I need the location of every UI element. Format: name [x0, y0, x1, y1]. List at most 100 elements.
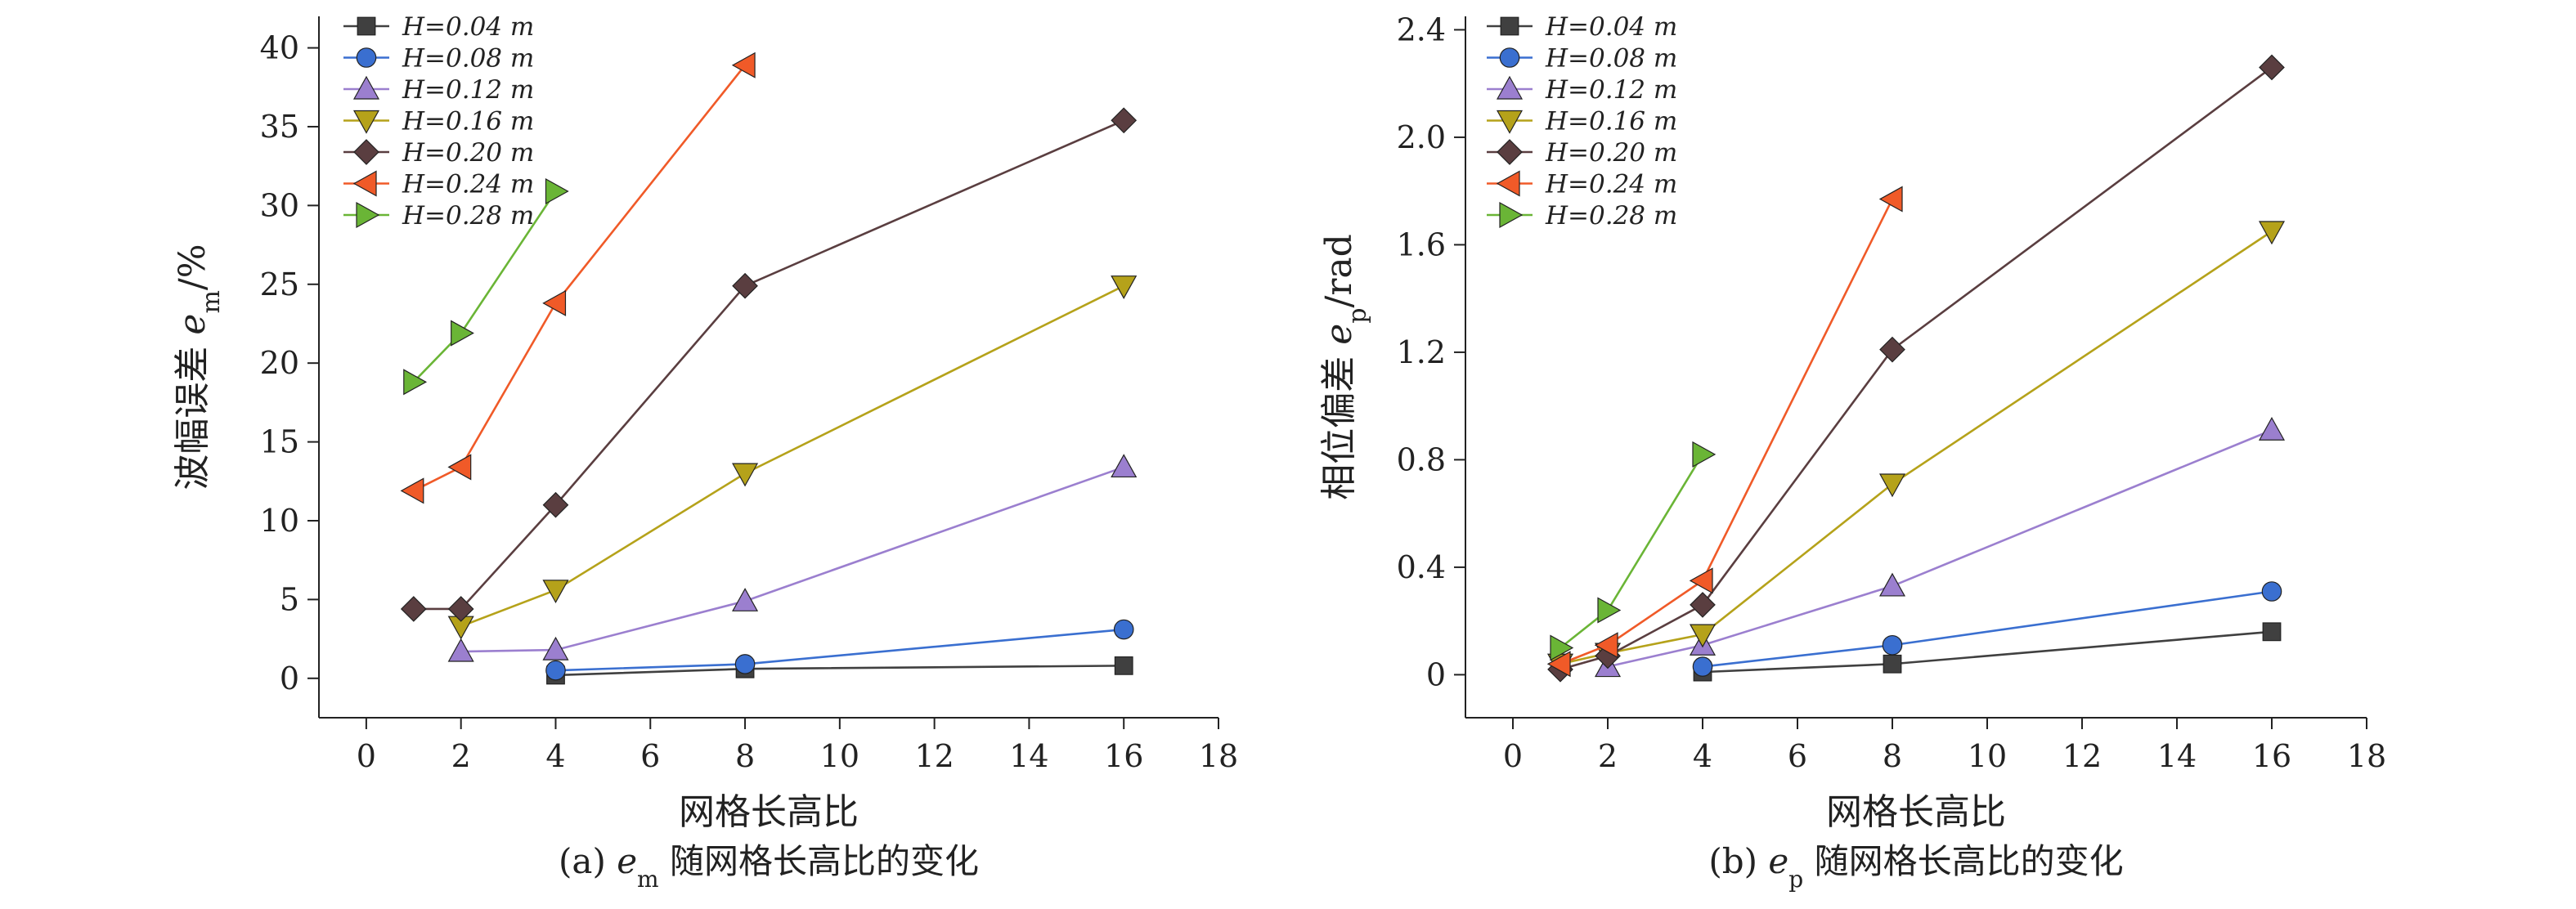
x-tick-label: 2: [1598, 738, 1618, 774]
series-0: [546, 656, 1133, 685]
y-tick-label: 0: [1426, 656, 1446, 692]
data-point: [2259, 54, 2285, 81]
y-tick-label: 2.4: [1397, 11, 1446, 47]
legend: H=0.04 mH=0.08 mH=0.12 mH=0.16 mH=0.20 m…: [343, 12, 534, 231]
panel-a-amplitude-error: 0 2 4 6 8 10 12 14 16 18 0 5 10 15 20 25 30 35 40 网格长高比 波幅误差…: [172, 12, 1238, 893]
legend-label: H=0.28 m: [402, 201, 534, 231]
data-point: [1111, 275, 1138, 299]
y-axis-title-sub: m: [197, 290, 226, 313]
legend-marker: [353, 139, 379, 165]
legend-marker: [356, 201, 380, 229]
data-point: [1883, 654, 1902, 674]
caption-var: e: [1768, 841, 1788, 881]
data-point: [2261, 581, 2282, 602]
x-tick-label: 6: [640, 738, 660, 774]
y-tick-label: 2.0: [1397, 119, 1446, 155]
x-tick-label: 0: [357, 738, 376, 774]
legend-label: H=0.28 m: [1545, 201, 1677, 231]
legend-marker: [1496, 110, 1524, 134]
legend-marker: [352, 110, 380, 134]
series-line: [413, 64, 747, 492]
data-point: [1111, 454, 1138, 478]
legend: H=0.04 mH=0.08 mH=0.12 mH=0.16 mH=0.20 m…: [1487, 12, 1677, 231]
legend-marker: [352, 75, 380, 100]
data-point: [542, 580, 569, 604]
y-axis-title: 波幅误差 em/%: [172, 244, 226, 490]
legend-label: H=0.04 m: [402, 12, 534, 42]
y-tick-label: 15: [260, 424, 299, 460]
data-point: [447, 596, 474, 622]
panel-caption: (a) em 随网格长高比的变化: [559, 841, 979, 893]
legend-marker: [1497, 139, 1523, 165]
x-tick-label: 4: [1693, 738, 1712, 774]
legend-label: H=0.24 m: [402, 170, 534, 199]
y-tick-label: 35: [260, 109, 299, 145]
data-point: [1114, 656, 1133, 675]
data-point: [1113, 619, 1134, 640]
data-point: [400, 596, 427, 622]
caption-prefix: (a): [559, 841, 617, 881]
y-axis-title-main: 波幅误差: [172, 335, 213, 490]
caption-prefix: (b): [1708, 841, 1768, 881]
y-tick-label: 5: [280, 581, 299, 617]
y-tick-label: 1.6: [1397, 226, 1446, 262]
legend-marker: [1499, 201, 1524, 229]
data-point: [2258, 221, 2286, 245]
legend-marker: [352, 170, 377, 197]
y-tick-label: 10: [260, 503, 299, 539]
x-tick-label: 0: [1503, 738, 1523, 774]
x-tick-label: 18: [2347, 738, 2386, 774]
x-tick-label: 16: [2252, 738, 2291, 774]
data-point: [1111, 107, 1138, 134]
data-point: [545, 660, 566, 681]
y-axis-title-var: e: [172, 314, 213, 335]
series-line: [555, 628, 1124, 672]
panel-b-phase-deviation: 0 2 4 6 8 10 12 14 16 18 0 0.4 0.8 1.2 1.6 2.0 2.4 网格长高比 相…: [1318, 11, 2386, 892]
y-axis-title: 相位偏差 ep/rad: [1318, 234, 1372, 500]
legend-marker: [1496, 75, 1524, 100]
data-point: [1878, 572, 1906, 597]
series-4: [400, 107, 1138, 622]
legend-label: H=0.24 m: [1545, 170, 1677, 199]
x-tick-label: 2: [451, 738, 471, 774]
legend-marker: [356, 47, 377, 68]
series-line: [460, 284, 1124, 628]
data-point: [447, 638, 474, 662]
x-tick-label: 10: [1968, 738, 2007, 774]
data-point: [1550, 634, 1574, 661]
legend-label: H=0.04 m: [1545, 12, 1677, 42]
x-tick-label: 12: [2062, 738, 2102, 774]
legend-marker: [1499, 47, 1520, 68]
data-point: [1690, 592, 1716, 618]
series-1: [545, 619, 1134, 681]
data-point: [542, 289, 567, 316]
data-point: [1594, 632, 1618, 659]
caption-suffix: 随网格长高比的变化: [659, 841, 979, 881]
caption-suffix: 随网格长高比的变化: [1803, 841, 2123, 881]
series-3: [447, 275, 1138, 640]
data-point: [1879, 336, 1905, 363]
x-tick-label: 8: [735, 738, 755, 774]
data-point: [1546, 651, 1571, 678]
data-point: [447, 454, 472, 481]
data-point: [732, 588, 759, 611]
series-5: [400, 51, 756, 504]
y-tick-label: 0.4: [1397, 549, 1446, 585]
caption-sub: m: [637, 866, 659, 893]
data-point: [545, 177, 569, 205]
x-tick-label: 10: [820, 738, 859, 774]
data-point: [542, 491, 569, 518]
data-point: [1689, 624, 1717, 648]
x-tick-label: 14: [2157, 738, 2197, 774]
series-5: [1546, 186, 1903, 678]
panel-caption: (b) ep 随网格长高比的变化: [1708, 841, 2123, 893]
x-tick-label: 6: [1788, 738, 1807, 774]
y-axis-title-main: 相位偏差: [1318, 345, 1360, 500]
data-point: [732, 463, 759, 487]
data-point: [400, 477, 424, 504]
legend-label: H=0.16 m: [1545, 107, 1677, 137]
y-tick-label: 25: [260, 266, 299, 302]
x-tick-label: 18: [1199, 738, 1238, 774]
x-tick-label: 14: [1009, 738, 1048, 774]
series-4: [1547, 54, 2285, 683]
